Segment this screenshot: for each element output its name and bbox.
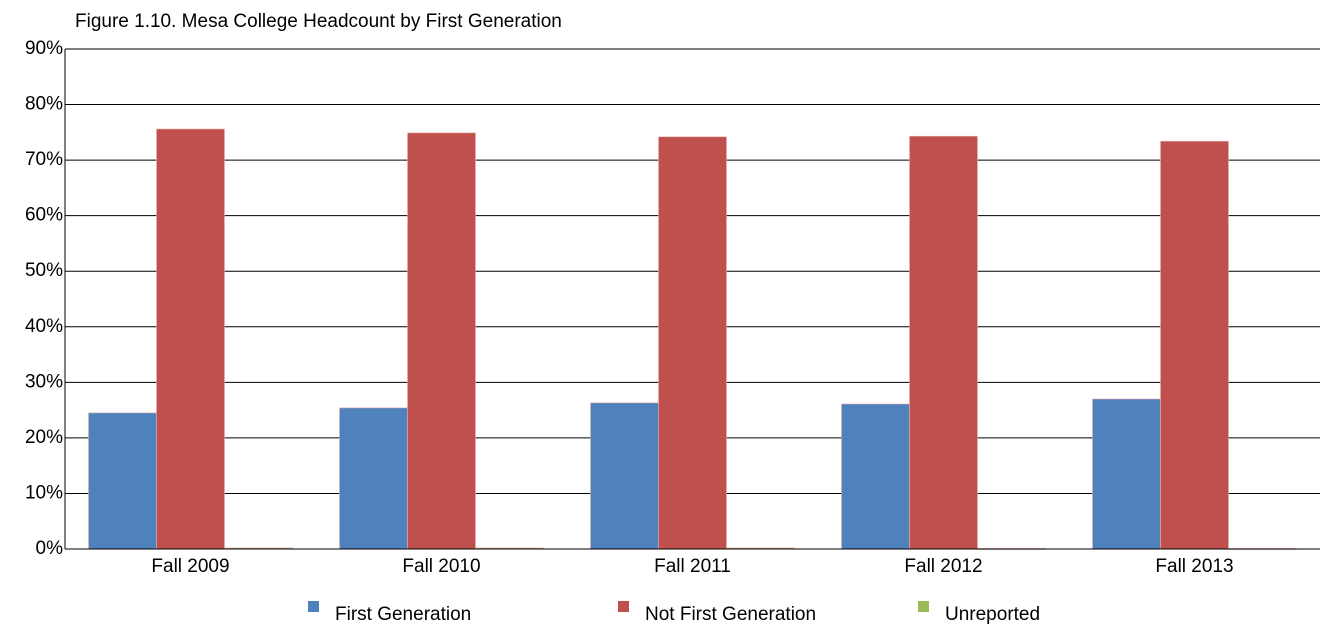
- y-tick-label: 60%: [25, 205, 63, 226]
- bar: [1160, 140, 1229, 550]
- y-tick-label: 80%: [25, 94, 63, 115]
- legend-swatch: [918, 601, 929, 612]
- y-tick-label: 40%: [25, 316, 63, 337]
- x-tick-label: Fall 2010: [402, 556, 480, 577]
- y-tick-label: 10%: [25, 482, 63, 503]
- legend-label: First Generation: [335, 604, 471, 625]
- bar: [590, 402, 659, 550]
- bar: [339, 407, 408, 550]
- bar: [841, 403, 910, 550]
- x-tick-label: Fall 2009: [151, 556, 229, 577]
- y-tick-label: 30%: [25, 371, 63, 392]
- legend-label: Unreported: [945, 604, 1040, 625]
- x-tick-label: Fall 2011: [654, 556, 731, 577]
- y-tick-label: 0%: [36, 538, 64, 559]
- bar: [88, 412, 157, 550]
- bar: [407, 132, 476, 550]
- y-tick-label: 50%: [25, 260, 63, 281]
- bar: [658, 136, 727, 550]
- y-tick-label: 70%: [25, 149, 63, 170]
- y-tick-label: 20%: [25, 427, 63, 448]
- legend-label: Not First Generation: [645, 604, 816, 625]
- legend-swatch: [618, 601, 629, 612]
- chart-title: Figure 1.10. Mesa College Headcount by F…: [75, 11, 562, 32]
- y-tick-label: 90%: [25, 38, 63, 59]
- bar: [909, 135, 978, 550]
- x-tick-label: Fall 2012: [904, 556, 982, 577]
- legend-swatch: [308, 601, 319, 612]
- x-tick-label: Fall 2013: [1155, 556, 1233, 577]
- bar: [1092, 398, 1161, 550]
- bar: [156, 128, 225, 550]
